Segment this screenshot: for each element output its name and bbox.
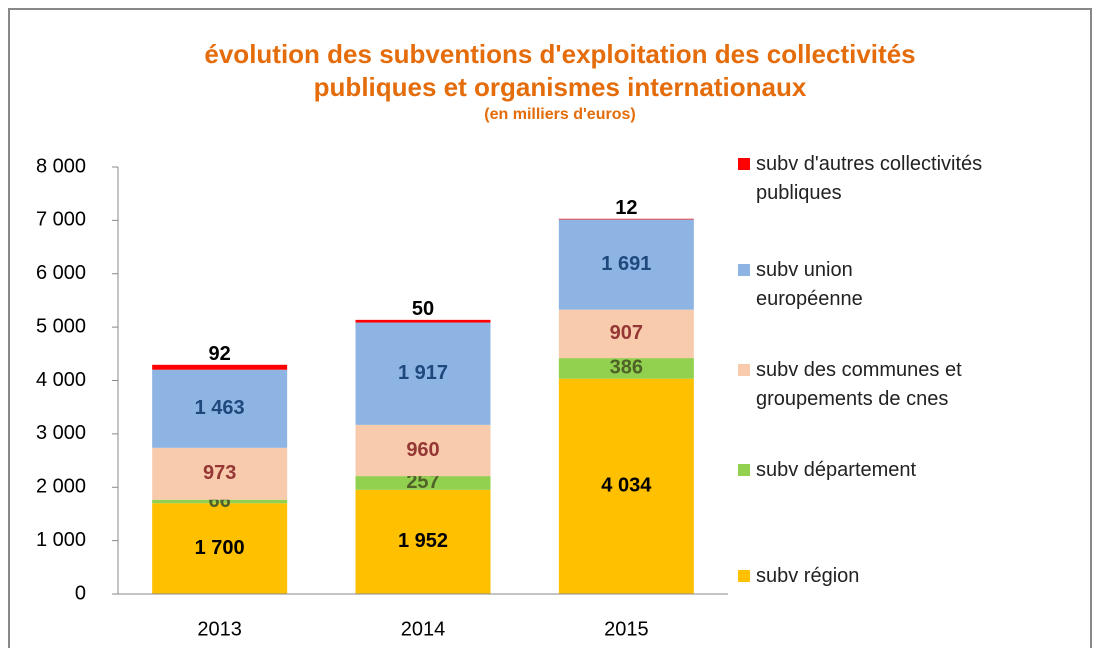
value-label: 386 xyxy=(610,357,643,379)
value-label: 92 xyxy=(209,343,231,365)
y-tick-label: 2 000 xyxy=(36,476,86,498)
bar-segment xyxy=(152,364,288,370)
bar-segment xyxy=(558,358,694,379)
legend-swatch xyxy=(738,264,750,276)
legend-label: subv des communes et groupements de cnes xyxy=(756,359,962,410)
bar-segment xyxy=(558,219,694,310)
chart-subtitle: (en milliers d'euros) xyxy=(484,106,636,123)
value-label: 1 917 xyxy=(398,362,448,384)
legend-entry: subv département xyxy=(738,456,1048,485)
x-tick-label: 2013 xyxy=(197,618,242,640)
legend-swatch xyxy=(738,570,750,582)
value-label: 907 xyxy=(610,322,643,344)
legend-entry: subv union européenne xyxy=(738,256,1048,314)
y-tick-label: 3 000 xyxy=(36,422,86,444)
y-tick-label: 1 000 xyxy=(36,529,86,551)
bar-segment xyxy=(152,447,288,500)
legend-swatch xyxy=(738,364,750,376)
value-label: 1 691 xyxy=(601,253,651,275)
legend-label: subv union européenne xyxy=(756,259,863,310)
y-tick-label: 4 000 xyxy=(36,369,86,391)
y-tick-label: 8 000 xyxy=(36,155,86,177)
value-label: 960 xyxy=(406,439,439,461)
chart-frame xyxy=(8,8,1092,648)
value-label: 257 xyxy=(406,471,439,493)
legend-entry: subv d'autres collectivités publiques xyxy=(738,150,1048,208)
legend-label: subv région xyxy=(756,565,860,587)
value-label: 1 952 xyxy=(398,530,448,552)
y-tick-label: 7 000 xyxy=(36,209,86,231)
value-label: 12 xyxy=(615,197,637,219)
bar-segment xyxy=(355,322,491,425)
value-label: 973 xyxy=(203,462,236,484)
value-label: 1 463 xyxy=(195,397,245,419)
bar-segment xyxy=(355,489,491,594)
bar-segment xyxy=(355,476,491,490)
x-tick-label: 2014 xyxy=(401,618,446,640)
bar-segment xyxy=(152,369,288,448)
legend-entry: subv région xyxy=(738,562,1048,591)
legend-label: subv département xyxy=(756,459,917,481)
legend-label: subv d'autres collectivités publiques xyxy=(756,153,983,204)
value-label: 50 xyxy=(412,298,434,320)
value-label: 1 700 xyxy=(195,537,245,559)
bar-segment xyxy=(152,499,288,504)
bar-segment xyxy=(558,378,694,594)
x-tick-label: 2015 xyxy=(604,618,649,640)
legend-entry: subv des communes et groupements de cnes xyxy=(738,356,1048,414)
bar-segment xyxy=(558,309,694,359)
legend-swatch xyxy=(738,158,750,170)
bar-segment xyxy=(152,503,288,594)
legend-swatch xyxy=(738,464,750,476)
y-tick-label: 0 xyxy=(75,582,86,604)
bar-segment xyxy=(355,319,491,323)
value-label: 4 034 xyxy=(601,475,652,497)
bar-segment xyxy=(558,218,694,220)
chart-title: évolution des subventions d'exploitation… xyxy=(204,39,916,102)
y-tick-label: 5 000 xyxy=(36,315,86,337)
bar-segment xyxy=(355,424,491,477)
y-tick-label: 6 000 xyxy=(36,262,86,284)
